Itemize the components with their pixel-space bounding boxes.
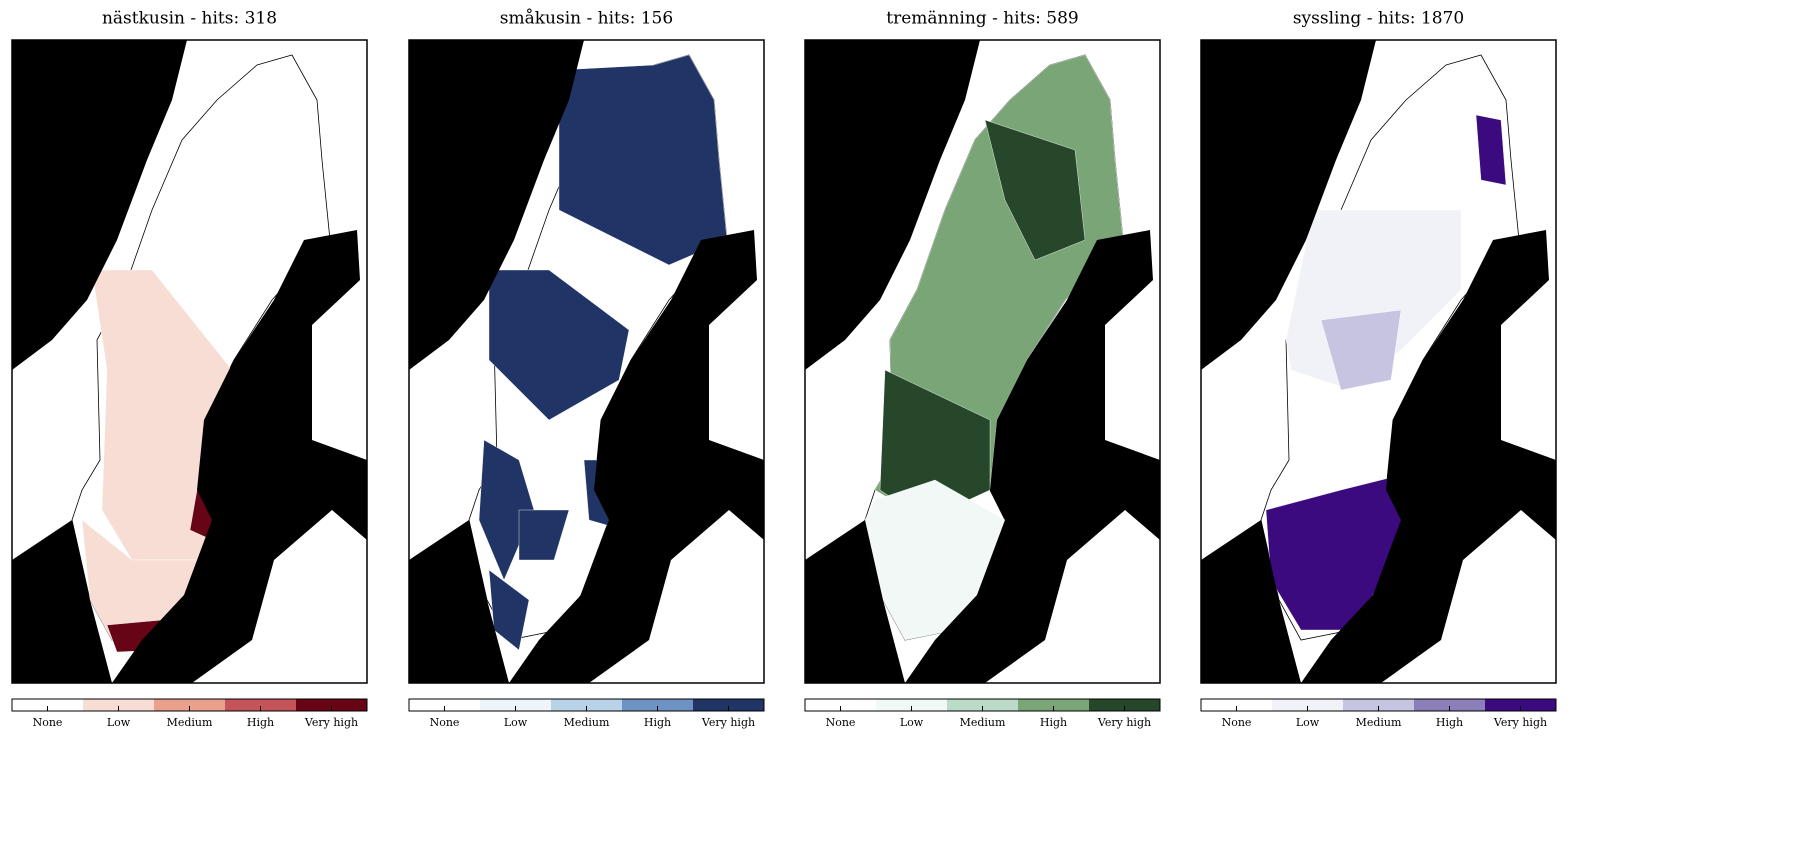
map-frame (11, 39, 368, 684)
colorbar-segment (1018, 699, 1090, 711)
colorbar-label: High (1436, 716, 1463, 729)
colorbar-segment (622, 699, 694, 711)
region (518, 509, 570, 561)
sea (1201, 40, 1376, 370)
sea (509, 230, 764, 683)
panel-title: småkusin - hits: 156 (500, 9, 673, 29)
colorbar-label: None (33, 716, 63, 729)
colorbar-label: High (644, 716, 671, 729)
panel-title: syssling - hits: 1870 (1293, 9, 1464, 29)
map (804, 39, 1161, 684)
sea (905, 230, 1160, 683)
panel-title: tremänning - hits: 589 (886, 9, 1079, 29)
sea (12, 520, 112, 683)
colorbar-segment (296, 699, 368, 711)
sea (805, 520, 905, 683)
region (1320, 309, 1402, 391)
colorbar-label: Medium (167, 716, 213, 729)
colorbar-label: Low (107, 716, 131, 729)
sea (12, 40, 187, 370)
colorbar-segment (1201, 699, 1273, 711)
region (1475, 114, 1507, 186)
colorbar-label: None (430, 716, 460, 729)
region (488, 569, 530, 651)
colorbar-segment (480, 699, 552, 711)
colorbar-label: High (247, 716, 274, 729)
colorbar-label: Medium (564, 716, 610, 729)
map (1200, 39, 1557, 684)
map-frame (804, 39, 1161, 684)
region (558, 54, 728, 266)
colorbar-segment (12, 699, 84, 711)
map (11, 39, 368, 684)
colorbar-label: Very high (304, 716, 358, 729)
sea (409, 520, 509, 683)
map-frame (408, 39, 765, 684)
colorbar-label: Low (900, 716, 924, 729)
colorbar-segment (693, 699, 765, 711)
colorbar-segment (1089, 699, 1161, 711)
colorbar-segment (947, 699, 1019, 711)
colorbar-segment (409, 699, 481, 711)
colorbar-segment (225, 699, 297, 711)
map (408, 39, 765, 684)
region (984, 119, 1086, 261)
map-frame (1200, 39, 1557, 684)
colorbar-segment (551, 699, 623, 711)
colorbar-label: Very high (701, 716, 755, 729)
sea (1301, 230, 1556, 683)
colorbar-label: Very high (1097, 716, 1151, 729)
panel-title: nästkusin - hits: 318 (102, 9, 277, 29)
region (488, 269, 630, 421)
colorbar-segment (1414, 699, 1486, 711)
colorbar-label: Low (504, 716, 528, 729)
colorbar-label: None (1222, 716, 1252, 729)
colorbar-segment (1485, 699, 1557, 711)
colorbar-segment (154, 699, 226, 711)
colorbar-label: Low (1296, 716, 1320, 729)
colorbar-label: Medium (960, 716, 1006, 729)
colorbar-segment (83, 699, 155, 711)
colorbar-segment (805, 699, 877, 711)
colorbar-label: Very high (1493, 716, 1547, 729)
sea (1201, 520, 1301, 683)
colorbar-label: Medium (1356, 716, 1402, 729)
colorbar-label: High (1040, 716, 1067, 729)
colorbar-label: None (826, 716, 856, 729)
colorbar-segment (1272, 699, 1344, 711)
colorbar-segment (1343, 699, 1415, 711)
sea (112, 230, 367, 683)
colorbar-segment (876, 699, 948, 711)
sea (409, 40, 584, 370)
sea (805, 40, 980, 370)
